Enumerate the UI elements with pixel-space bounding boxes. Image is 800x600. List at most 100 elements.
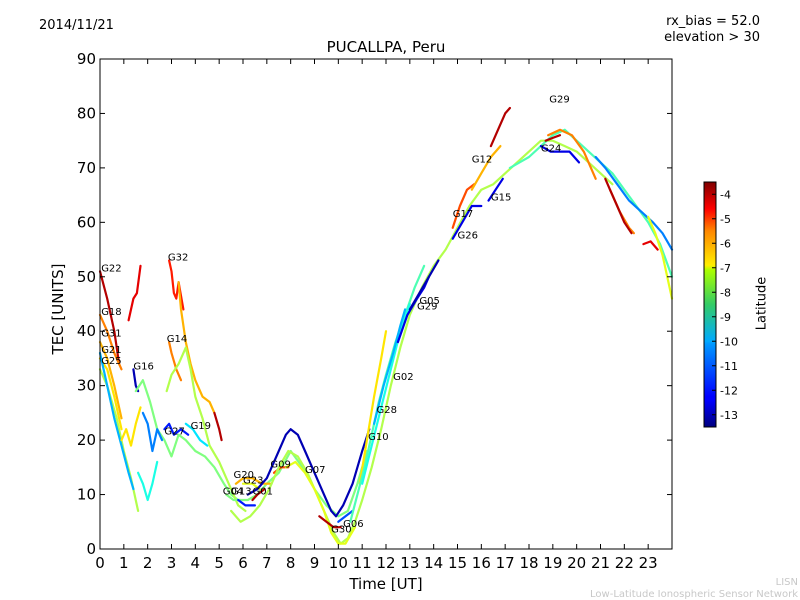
colorbar-tick-label: -10 (720, 335, 738, 348)
series-line-trace-40 (489, 106, 511, 148)
y-tick-label: 0 (86, 540, 96, 558)
series-line-trace-26 (230, 139, 614, 545)
colorbar-tick-label: -13 (720, 409, 738, 422)
series-line-G01 (251, 488, 266, 502)
colorbar-tick-label: -11 (720, 360, 738, 373)
satellite-label-G25: G25 (101, 356, 121, 367)
x-tick-label: 2 (143, 554, 153, 572)
y-tick-label: 50 (77, 268, 96, 286)
colorbar-tick-label: -7 (720, 262, 731, 275)
x-tick-label: 9 (310, 554, 320, 572)
series-line-trace-13 (165, 346, 247, 512)
series-line-trace-6 (127, 264, 142, 322)
x-tick-label: 11 (353, 554, 372, 572)
series-line-trace-8 (120, 406, 142, 447)
satellite-label-G21: G21 (101, 345, 121, 356)
x-tick-label: 22 (615, 554, 634, 572)
y-tick-label: 20 (77, 431, 96, 449)
satellite-label-G31: G31 (101, 329, 121, 340)
series-line-G07 (284, 460, 357, 545)
satellite-label-G24: G24 (541, 144, 561, 155)
y-ticks: 0 10 20 30 40 50 60 70 80 90 (77, 50, 672, 558)
series-line-trace-14 (213, 411, 223, 442)
x-tick-label: 13 (400, 554, 419, 572)
series-line-trace-18 (137, 460, 159, 502)
series-line-G28 (361, 302, 411, 485)
x-tick-label: 4 (191, 554, 201, 572)
satellite-label-G32: G32 (168, 252, 188, 263)
series-line-G20 (234, 477, 273, 485)
series-line-G24 (508, 128, 674, 278)
x-axis-label: Time [UT] (349, 575, 423, 593)
x-tick-label: 8 (286, 554, 296, 572)
x-ticks: 0 1 2 3 4 5 6 7 8 9 10 11 12 13 14 15 16 17 18 19 20 21 22 23 (95, 59, 658, 572)
series-line-trace-44 (547, 128, 597, 180)
credit-lisn: LISN (775, 577, 798, 588)
satellite-label-G12: G12 (472, 154, 492, 165)
chart-title: PUCALLPA, Peru (326, 38, 446, 56)
rx-bias-label: rx_bias = 52.0 (666, 14, 760, 29)
satellite-label-G09: G09 (270, 459, 290, 470)
satellite-label-G17: G17 (453, 209, 473, 220)
series-line-G12 (470, 145, 502, 191)
satellite-label-G02: G02 (393, 372, 413, 383)
series-line-trace-11 (177, 281, 216, 414)
x-tick-label: 19 (543, 554, 562, 572)
satellite-label-G05: G05 (419, 296, 439, 307)
colorbar-tick-label: -12 (720, 384, 738, 397)
colorbar-tick-label: -6 (720, 237, 731, 250)
series-line-trace-47 (604, 177, 633, 235)
series-line-G31 (98, 341, 123, 420)
x-tick-label: 6 (238, 554, 248, 572)
series-line-G15 (487, 177, 504, 202)
series-line-G17 (451, 183, 476, 229)
series-line-trace-42 (544, 134, 562, 142)
series-line-G06 (337, 509, 354, 523)
satellite-label-G16: G16 (133, 361, 153, 372)
date-label: 2014/11/21 (39, 18, 114, 33)
x-tick-label: 15 (448, 554, 467, 572)
series-line-trace-43 (539, 145, 581, 164)
series-line-G05 (408, 259, 440, 311)
satellite-label-G14: G14 (167, 334, 187, 345)
plot-frame (99, 58, 673, 550)
x-tick-label: 3 (167, 554, 177, 572)
x-tick-label: 23 (639, 554, 658, 572)
x-tick-label: 21 (591, 554, 610, 572)
satellite-label-G23: G23 (243, 476, 263, 487)
series-line-G27 (163, 422, 190, 436)
x-tick-label: 20 (567, 554, 586, 572)
y-tick-label: 90 (77, 50, 96, 68)
y-tick-label: 10 (77, 486, 96, 504)
series-line-trace-25 (246, 428, 371, 518)
y-tick-label: 70 (77, 159, 96, 177)
x-tick-label: 16 (472, 554, 491, 572)
series-line-G22 (98, 270, 121, 365)
x-tick-label: 1 (119, 554, 129, 572)
satellite-label-G29: G29 (417, 301, 437, 312)
satellite-label-G04: G04 (223, 487, 243, 498)
series-line-G30 (318, 515, 342, 529)
series-line-G13 (237, 498, 256, 507)
series-line-G18 (98, 313, 123, 371)
colorbar-tick-label: -4 (720, 188, 731, 201)
series-line-trace-30 (358, 330, 388, 485)
y-tick-label: 80 (77, 104, 96, 122)
elevation-label: elevation > 30 (664, 30, 760, 45)
y-tick-label: 40 (77, 322, 96, 340)
satellite-label-G27: G27 (164, 427, 184, 438)
satellite-label-G20: G20 (233, 470, 253, 481)
x-tick-label: 14 (424, 554, 443, 572)
series-line-G23 (241, 482, 261, 491)
satellite-label-G19: G19 (191, 421, 211, 432)
credit-network: Low-Latitude Ionospheric Sensor Network (590, 589, 798, 600)
satellite-label-G07: G07 (305, 465, 325, 476)
series-line-G14 (168, 341, 183, 382)
x-tick-label: 7 (262, 554, 272, 572)
satellite-label-G29: G29 (549, 95, 569, 106)
x-tick-label: 12 (376, 554, 395, 572)
x-tick-label: 5 (214, 554, 224, 572)
colorbar-ticks: -4 -5 -6 -7 -8 -9 -10 -11 -12 -13 (712, 188, 738, 422)
series-line-G26 (451, 204, 483, 240)
